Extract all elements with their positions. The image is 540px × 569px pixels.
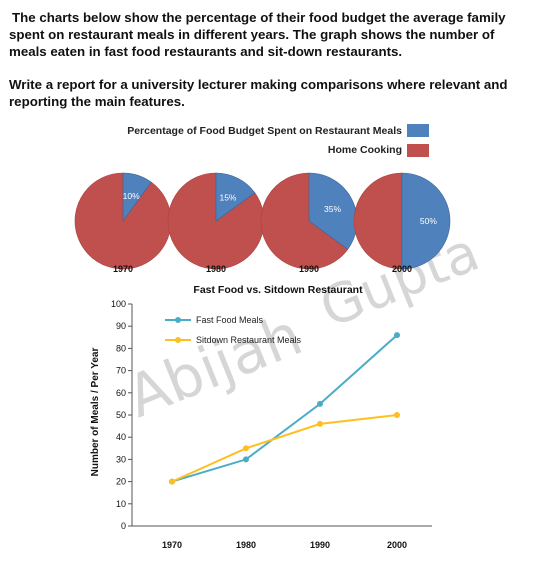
- line-chart-title: Fast Food vs. Sitdown Restaurant: [193, 284, 363, 296]
- pie-1980: 15% 1980: [167, 172, 265, 274]
- y-tick-label: 50: [116, 410, 126, 420]
- line-chart-axes: 0 10 20 30 40 50 60 70 80 90 100 1970 1980 1990 2000: [111, 299, 432, 550]
- pie-legend: Percentage of Food Budget Spent on Resta…: [127, 124, 429, 157]
- legend-marker-fast-food: [175, 317, 181, 323]
- pie-1970: 10% 1970: [74, 172, 172, 274]
- pie-slice-home-2000: [353, 172, 403, 270]
- pie-pct-label-2000: 50%: [420, 216, 437, 226]
- series-line-fast-food: [171, 334, 398, 483]
- x-tick-label: 1990: [310, 540, 330, 550]
- series-point-sitdown: [317, 420, 323, 427]
- pie-pct-label-1970: 10%: [123, 191, 140, 201]
- legend-swatch-restaurant: [407, 124, 429, 137]
- y-tick-label: 30: [116, 454, 126, 464]
- x-tick-label: 1970: [162, 540, 182, 550]
- x-tick-label: 2000: [387, 540, 407, 550]
- pie-slice-restaurant-1980: [215, 172, 256, 222]
- y-tick-label: 0: [121, 521, 126, 531]
- legend-marker-sitdown: [175, 337, 181, 343]
- line-chart-legend: Fast Food Meals Sitdown Restaurant Meals: [165, 315, 302, 345]
- series-point-sitdown: [169, 478, 175, 485]
- y-tick-label: 20: [116, 477, 126, 487]
- series-line-sitdown: [171, 414, 398, 483]
- pie-1990: 35% 1990: [260, 172, 358, 274]
- y-tick-label: 40: [116, 432, 126, 442]
- x-tick-label: 1980: [236, 540, 256, 550]
- pie-slice-restaurant-2000: [401, 172, 451, 270]
- y-axis-label: Number of Meals / Per Year: [90, 348, 101, 477]
- pie-year-label-1990: 1990: [299, 264, 319, 274]
- pie-2000: 50% 2000: [353, 172, 451, 274]
- pie-charts: 10% 1970 15% 1980 35% 1990 50% 2000: [74, 172, 451, 274]
- y-tick-label: 10: [116, 499, 126, 509]
- series-point-fast-food: [394, 332, 400, 339]
- prompt-paragraph-2: Write a report for a university lecturer…: [9, 77, 508, 109]
- pie-slice-restaurant-1970: [122, 172, 152, 222]
- pie-pct-label-1990: 35%: [324, 204, 341, 214]
- y-tick-label: 90: [116, 321, 126, 331]
- pie-year-label-1970: 1970: [113, 264, 133, 274]
- task-prompt: The charts below show the percentage of …: [9, 9, 535, 110]
- legend-label-sitdown: Sitdown Restaurant Meals: [196, 335, 302, 345]
- y-tick-label: 60: [116, 388, 126, 398]
- legend-swatch-home: [407, 144, 429, 157]
- pie-slice-home-1990: [260, 172, 349, 270]
- legend-label-fast-food: Fast Food Meals: [196, 315, 264, 325]
- legend-label-home: Home Cooking: [328, 144, 402, 156]
- pie-year-label-2000: 2000: [392, 264, 412, 274]
- series-point-fast-food: [317, 400, 323, 407]
- series-point-sitdown: [243, 445, 249, 452]
- series-point-sitdown: [394, 412, 400, 418]
- line-chart-series: [169, 332, 400, 485]
- y-tick-label: 80: [116, 343, 126, 353]
- y-tick-label: 100: [111, 299, 126, 309]
- legend-label-restaurant: Percentage of Food Budget Spent on Resta…: [127, 125, 402, 137]
- series-point-fast-food: [243, 456, 249, 463]
- pie-year-label-1980: 1980: [206, 264, 226, 274]
- y-tick-label: 70: [116, 366, 126, 376]
- prompt-paragraph-1: The charts below show the percentage of …: [9, 10, 506, 59]
- pie-slice-restaurant-1990: [308, 172, 358, 250]
- pie-pct-label-1980: 15%: [219, 192, 236, 202]
